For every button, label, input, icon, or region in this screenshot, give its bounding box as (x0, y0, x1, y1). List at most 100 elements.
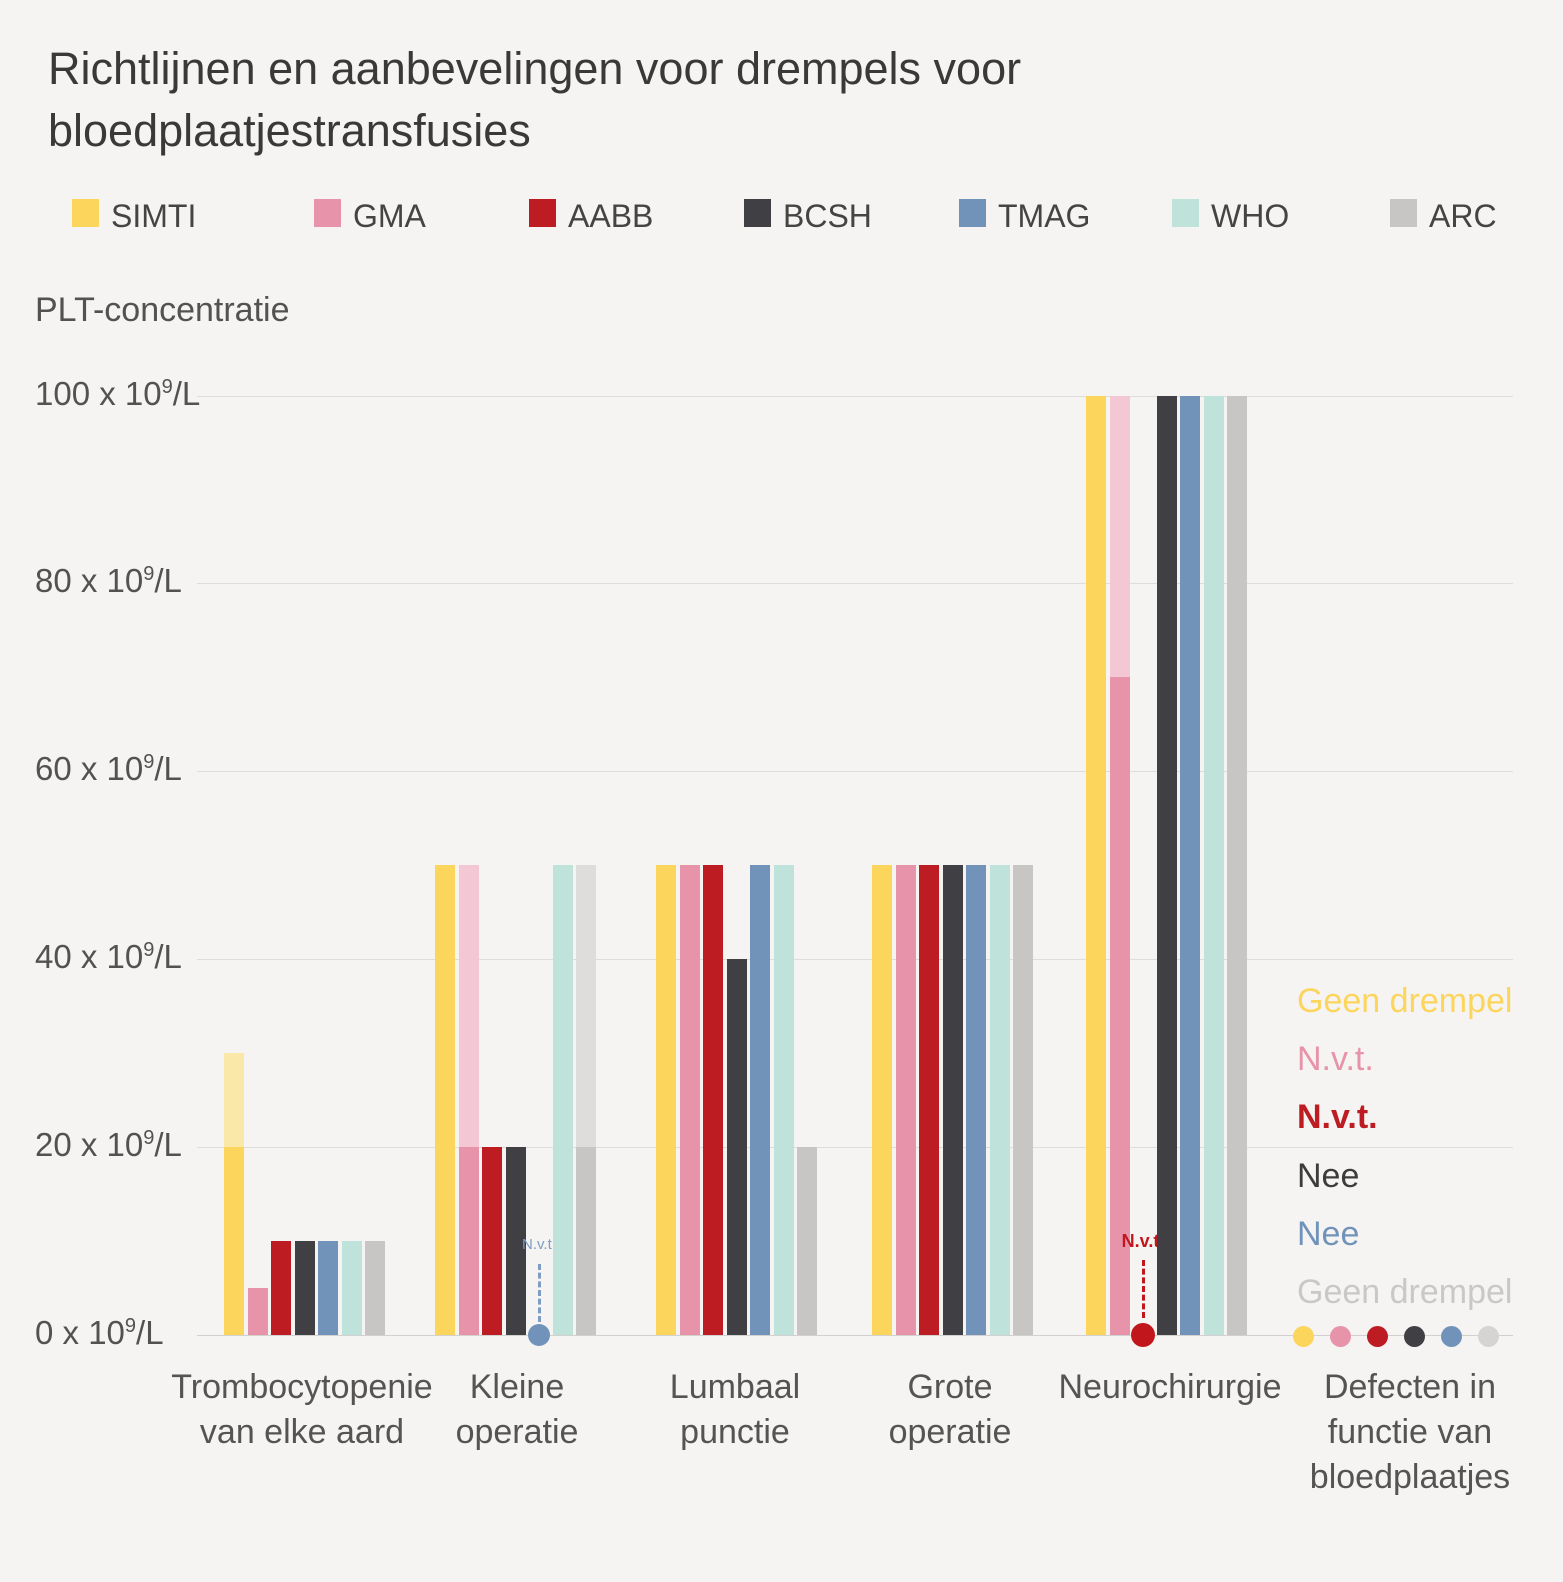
chart-title: Richtlijnen en aanbevelingen voor drempe… (48, 38, 1021, 162)
chart-title-line1: Richtlijnen en aanbevelingen voor drempe… (48, 43, 1022, 94)
bar-light-gma (458, 865, 479, 1148)
category-label-line: Lumbaal (669, 1368, 801, 1406)
category-label-line: Kleine (469, 1368, 565, 1406)
nvt-dashed-line (537, 1264, 541, 1322)
bar-light-gma (1109, 395, 1130, 678)
legend-swatch-who (1172, 199, 1199, 227)
bar-aabb (271, 1241, 291, 1335)
bar-light-arc (576, 865, 596, 1148)
y-tick-label: 60 x 109/L (35, 750, 182, 788)
bar-light-simti (224, 1053, 244, 1148)
right-note-simti: Geen drempel (1297, 982, 1513, 1020)
bar-arc (797, 1147, 817, 1335)
right-note-bcsh: Nee (1297, 1156, 1360, 1195)
y-tick-label: 0 x 109/L (35, 1314, 164, 1351)
bar-simti (1086, 395, 1106, 1335)
legend-swatch-bcsh (744, 199, 771, 227)
bar-simti (435, 865, 455, 1335)
bar-bcsh (294, 1241, 315, 1335)
legend-label: SIMTI (111, 198, 197, 234)
bar-gma (679, 865, 700, 1335)
category-label: Lumbaal punctie (485, 1365, 985, 1455)
y-tick-label: 100 x 109/L (35, 374, 201, 412)
legend-label: WHO (1211, 198, 1290, 234)
y-tick-label: 80 x 109/L (35, 562, 182, 600)
value-dot-simti (1292, 1325, 1314, 1347)
bar-gma (458, 1147, 479, 1335)
category-label-line: bloedplaatjes (1309, 1458, 1511, 1496)
legend-swatch-arc (1390, 199, 1417, 227)
category-label: Defecten in functie van bloedplaatjes (1160, 1365, 1563, 1500)
bar-who (773, 865, 794, 1335)
nvt-annotation-label: N.v.t. (522, 1236, 556, 1253)
nvt-zero-dot (1131, 1323, 1155, 1347)
legend-label: TMAG (998, 198, 1091, 234)
category-label: Kleine operatie (267, 1365, 767, 1455)
category-label-line: functie van (1327, 1413, 1493, 1451)
category-label-line: van elke aard (199, 1413, 405, 1451)
chart-title-line2: bloedplaatjestransfusies (48, 105, 531, 156)
bar-simti (656, 865, 676, 1335)
bar-arc (365, 1241, 385, 1335)
bar-aabb (919, 865, 939, 1335)
value-dot-bcsh (1403, 1325, 1425, 1347)
legend-swatch-gma (314, 199, 341, 227)
gridline-60 (197, 771, 1513, 773)
legend-swatch-tmag (959, 199, 986, 227)
gridline-80 (197, 583, 1513, 585)
bar-arc (1227, 395, 1247, 1335)
bar-who (341, 1241, 362, 1335)
bar-aabb (482, 1147, 502, 1335)
category-label-line: Neurochirurgie (1058, 1368, 1282, 1406)
category-label-line: operatie (888, 1413, 1012, 1451)
category-label-line: operatie (455, 1413, 579, 1451)
bar-gma (1109, 677, 1130, 1335)
y-tick-label: 40 x 109/L (35, 938, 182, 976)
category-label: Neurochirurgie (920, 1365, 1420, 1410)
gridline-40 (197, 959, 1513, 961)
gridline-0 (197, 1335, 1513, 1336)
legend-label: ARC (1429, 198, 1497, 234)
bar-tmag (318, 1241, 338, 1335)
bar-tmag (966, 865, 986, 1335)
bar-gma (247, 1288, 268, 1335)
bar-arc (1013, 865, 1033, 1335)
category-label-line: Trombocytopenie (171, 1368, 433, 1406)
bar-tmag (750, 865, 770, 1335)
bar-tmag (1180, 395, 1200, 1335)
right-note-aabb: N.v.t. (1297, 1098, 1378, 1137)
nvt-zero-dot (528, 1324, 550, 1346)
value-dot-tmag (1440, 1325, 1462, 1347)
category-label-line: Defecten in (1324, 1368, 1496, 1406)
gridline-100 (197, 395, 1513, 397)
bar-bcsh (1156, 395, 1177, 1335)
bar-bcsh (505, 1147, 526, 1335)
right-note-tmag: Nee (1297, 1214, 1360, 1253)
bar-simti (224, 1147, 244, 1335)
bar-aabb (703, 865, 723, 1335)
category-label-line: punctie (680, 1413, 790, 1451)
bar-who (552, 865, 573, 1335)
value-dot-aabb (1366, 1325, 1388, 1347)
legend-swatch-simti (72, 199, 99, 227)
legend-label: GMA (353, 198, 426, 234)
bar-bcsh (726, 959, 747, 1335)
value-dot-gma (1329, 1325, 1351, 1347)
bar-arc (576, 1147, 596, 1335)
bar-bcsh (942, 865, 963, 1335)
y-tick-label: 20 x 109/L (35, 1126, 182, 1164)
right-note-gma: N.v.t. (1297, 1040, 1374, 1079)
category-label: Trombocytopenie van elke aard (52, 1365, 552, 1455)
bar-who (989, 865, 1010, 1335)
right-note-arc: Geen drempel (1297, 1273, 1513, 1311)
bar-gma (895, 865, 916, 1335)
nvt-dashed-line (1141, 1260, 1145, 1318)
category-label: Grote operatie (700, 1365, 1200, 1455)
nvt-annotation-label: N.v.t. (1121, 1231, 1165, 1251)
legend-label: AABB (568, 198, 654, 234)
category-label-line: Grote (907, 1368, 993, 1406)
gridline-20 (197, 1147, 1513, 1149)
bar-who (1203, 395, 1224, 1335)
value-dot-arc (1477, 1325, 1499, 1347)
legend-label: BCSH (783, 198, 872, 234)
